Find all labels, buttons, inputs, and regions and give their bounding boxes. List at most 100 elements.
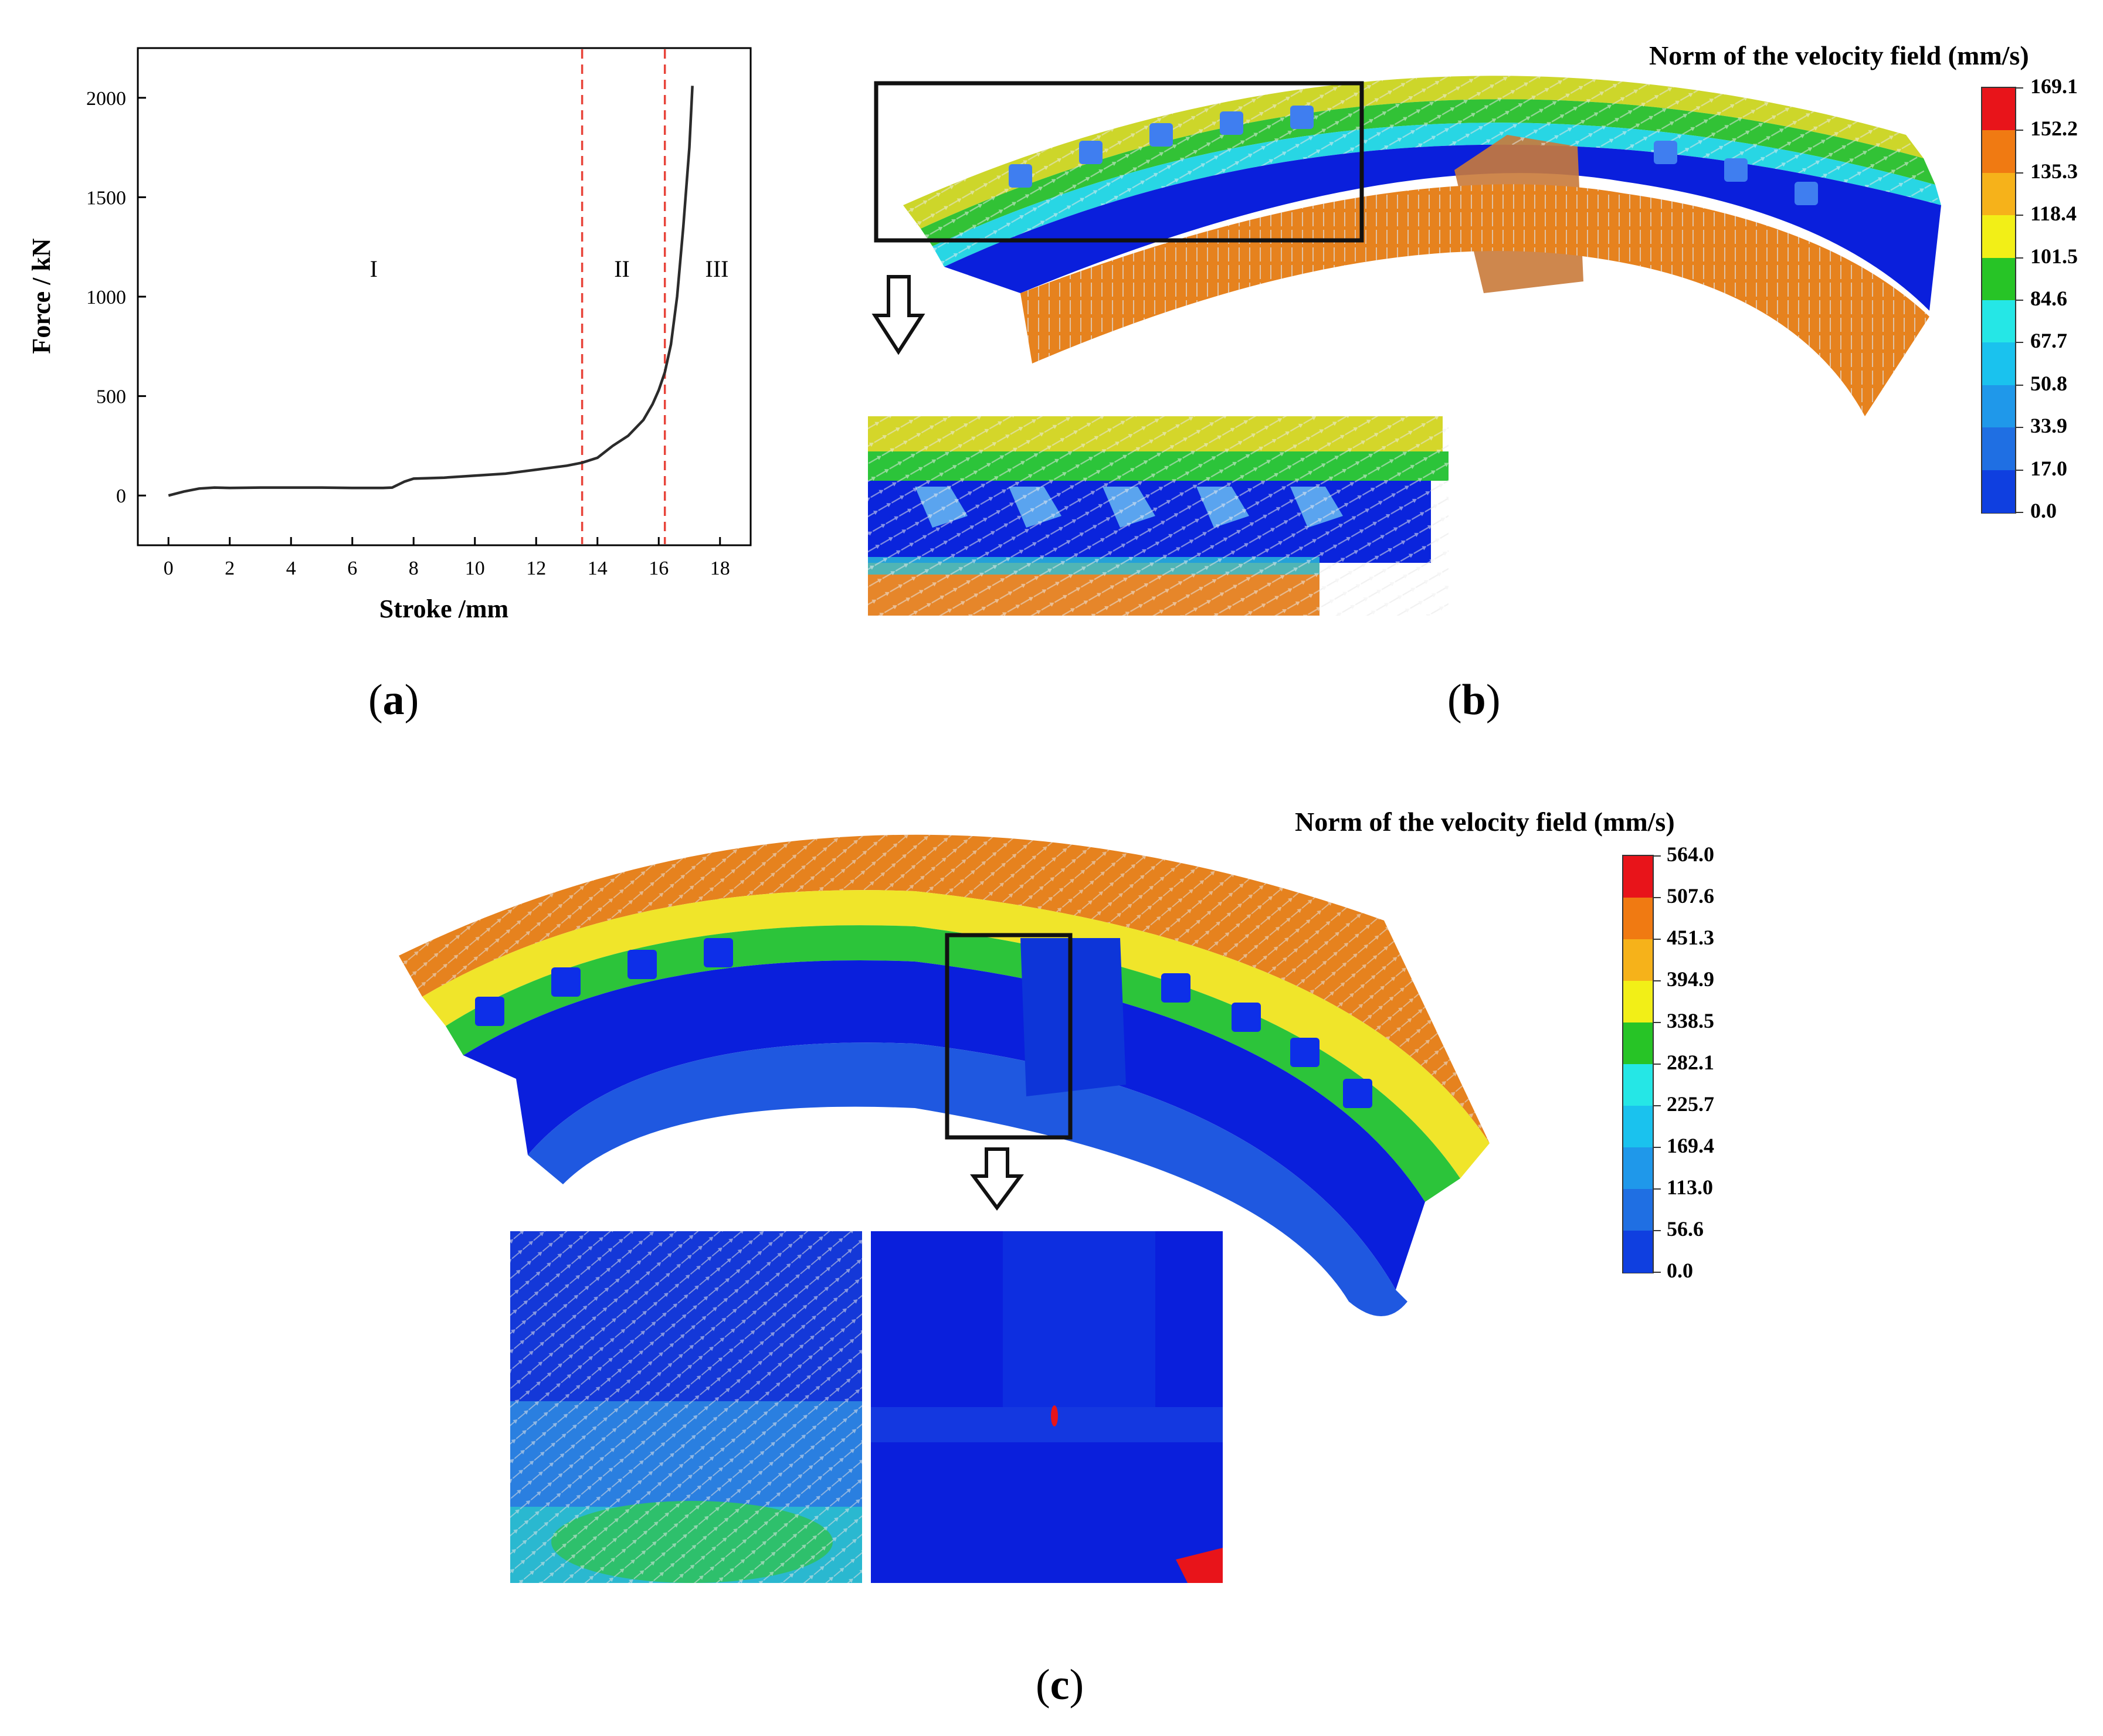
colorbar-tick-label: 394.9 <box>1667 967 1714 991</box>
colorbar-tick <box>1653 1022 1661 1023</box>
colorbar-tick <box>2015 215 2023 216</box>
colorbar-tick <box>2015 512 2023 513</box>
y-tick-label: 2000 <box>86 88 126 110</box>
x-axis-ticks: 0 2 4 6 8 10 12 14 16 18 <box>164 537 730 579</box>
hub-block-c <box>1020 938 1126 1096</box>
colorbar-tick-label: 152.2 <box>2030 117 2078 141</box>
caption-a: (a) <box>368 676 419 724</box>
ring-teeth-band <box>944 144 1941 311</box>
colorbar-tick <box>2015 469 2023 471</box>
x-tick-label: 18 <box>710 558 730 579</box>
colorbar-tick-label: 135.3 <box>2030 159 2078 183</box>
colorbar-segment <box>1623 1022 1653 1065</box>
colorbar-tick-label: 113.0 <box>1667 1176 1714 1199</box>
colorbar-tick <box>2015 257 2023 259</box>
colorbar-tick-label: 33.9 <box>2030 414 2067 438</box>
y-tick-label: 500 <box>96 386 126 408</box>
colorbar-segment <box>1982 427 2015 471</box>
caption-c: (c) <box>1036 1661 1084 1709</box>
caption-b: (b) <box>1447 676 1501 724</box>
teeth-c <box>475 938 1372 1108</box>
colorbar-tick <box>2015 427 2023 429</box>
colorbar-tick <box>2015 172 2023 174</box>
y-tick-label: 1000 <box>86 287 126 308</box>
colorbar-tick <box>1653 855 1661 857</box>
x-tick-label: 4 <box>286 558 296 579</box>
zoom-inset-right <box>871 1231 1223 1583</box>
zoom-box <box>874 81 1364 243</box>
colorbar-segment <box>1623 856 1653 898</box>
y-axis-ticks: 0 500 1000 1500 2000 <box>86 88 146 507</box>
colorbar-b-labels: 169.1 152.2 135.3 118.4 101.5 84.6 67.7 50.8 33.… <box>2030 74 2095 522</box>
colorbar-tick <box>1653 1188 1661 1190</box>
colorbar-tick <box>2015 130 2023 131</box>
colorbar-segment <box>1623 1147 1653 1190</box>
zoom-inset <box>868 416 1449 616</box>
colorbar-tick <box>1653 980 1661 981</box>
colorbar-tick <box>1653 939 1661 940</box>
plot-frame <box>137 47 752 546</box>
colorbar-tick-label: 169.1 <box>2030 74 2078 98</box>
y-tick-label: 1500 <box>86 187 126 209</box>
colorbar-c-labels: 564.0 507.6 451.3 394.9 338.5 282.1 225.7 169.4… <box>1667 842 1731 1282</box>
colorbar-tick <box>1653 897 1661 898</box>
x-tick-label: 0 <box>164 558 174 579</box>
colorbar-tick-label: 282.1 <box>1667 1051 1714 1074</box>
colorbar-b-title: Norm of the velocity field (mm/s) <box>1649 40 2029 70</box>
colorbar-segment <box>1982 172 2015 216</box>
down-arrow-icon <box>871 275 925 355</box>
colorbar-segment <box>1623 898 1653 940</box>
x-tick-label: 6 <box>347 558 357 579</box>
colorbar-tick-label: 0.0 <box>1667 1259 1693 1282</box>
colorbar-tick <box>1653 1230 1661 1231</box>
colorbar-c-title: Norm of the velocity field (mm/s) <box>1295 807 1675 837</box>
teeth <box>1009 106 1818 205</box>
down-arrow-icon-c <box>970 1147 1024 1211</box>
colorbar-segment <box>1982 385 2015 429</box>
colorbar-tick-label: 338.5 <box>1667 1009 1714 1032</box>
colorbar-tick <box>1653 1147 1661 1148</box>
colorbar-tick-label: 564.0 <box>1667 842 1714 866</box>
ring-yellow-band-c <box>422 890 1490 1178</box>
colorbar-tick-label: 67.7 <box>2030 329 2067 353</box>
zoom-box-c <box>945 933 1073 1140</box>
colorbar-segment <box>1623 981 1653 1023</box>
colorbar-segment <box>1982 342 2015 386</box>
region-label: III <box>705 256 729 282</box>
colorbar-tick-label: 451.3 <box>1667 926 1714 949</box>
y-axis-label: Force / kN <box>27 238 56 354</box>
colorbar-tick-label: 225.7 <box>1667 1092 1714 1116</box>
colorbar-tick-label: 17.0 <box>2030 456 2067 480</box>
colorbar-segment <box>1623 1064 1653 1106</box>
colorbar-tick-label: 0.0 <box>2030 499 2057 522</box>
colorbar-tick <box>2015 342 2023 344</box>
colorbar-tick <box>1653 1105 1661 1106</box>
colorbar-tick-label: 84.6 <box>2030 287 2067 310</box>
colorbar-segment <box>1623 1189 1653 1231</box>
colorbar-tick <box>2015 300 2023 301</box>
reference-lines <box>581 49 666 544</box>
x-tick-label: 8 <box>409 558 419 579</box>
x-tick-label: 16 <box>649 558 669 579</box>
x-tick-label: 10 <box>465 558 485 579</box>
region-label: I <box>370 256 378 282</box>
colorbar-tick <box>2015 87 2023 89</box>
colorbar-tick <box>1653 1064 1661 1065</box>
colorbar-b <box>1981 87 2023 514</box>
ring-surface-vectors-c <box>399 834 1490 1143</box>
colorbar-tick-label: 50.8 <box>2030 371 2067 395</box>
x-axis-label: Stroke /mm <box>379 594 508 623</box>
colorbar-tick <box>1653 1272 1661 1273</box>
colorbar-segment <box>1982 257 2015 301</box>
velocity-field-render-c <box>399 834 1490 1583</box>
colorbar-segment <box>1623 1106 1653 1148</box>
ring-blue-band-c <box>463 960 1425 1290</box>
x-tick-label: 2 <box>225 558 235 579</box>
force-curve <box>168 86 694 497</box>
zoom-inset-left <box>510 1231 862 1583</box>
colorbar-segment <box>1982 130 2015 174</box>
colorbar-segment <box>1623 939 1653 981</box>
colorbar-tick-label: 507.6 <box>1667 884 1714 908</box>
region-labels: I II III <box>370 256 729 282</box>
